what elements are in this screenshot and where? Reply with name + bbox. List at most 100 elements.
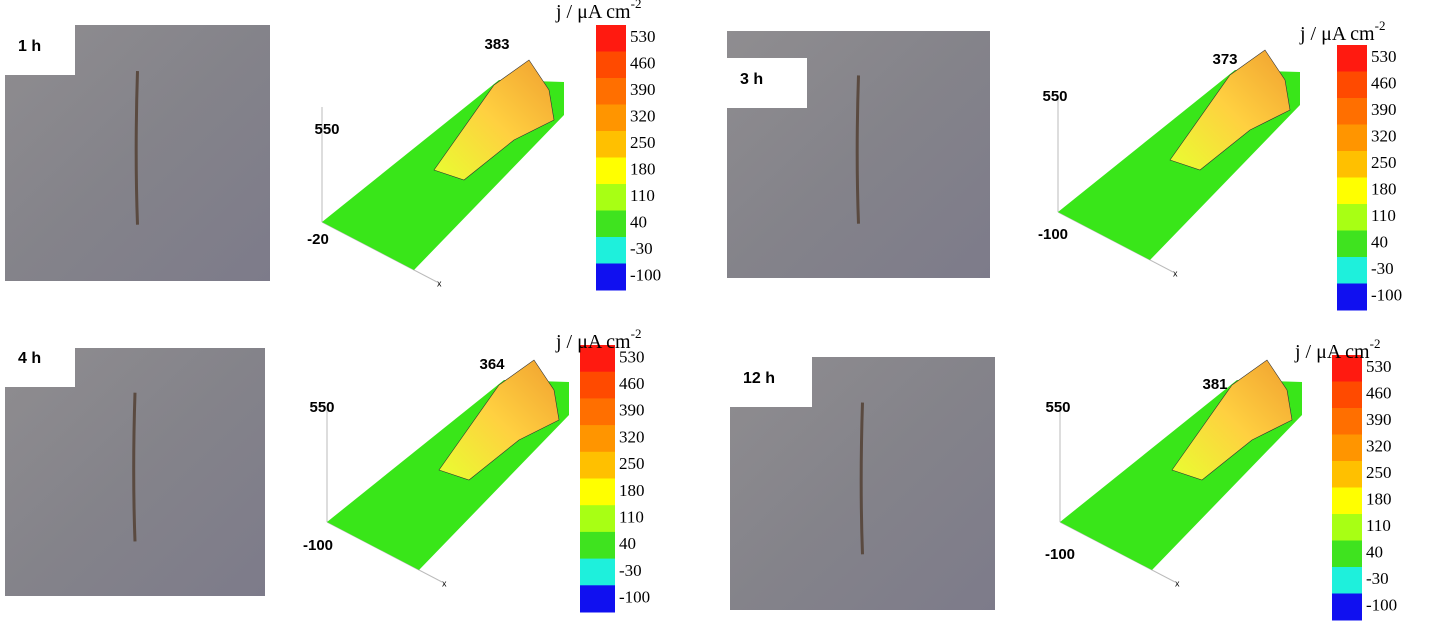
colorbar-tick-label: -100 xyxy=(630,266,661,285)
colorbar-title-exponent: -2 xyxy=(631,326,642,341)
colorbar-tick-label: 320 xyxy=(1366,437,1392,456)
colorbar-tick-label: -30 xyxy=(1371,259,1394,278)
colorbar-segment xyxy=(1337,177,1367,205)
colorbar-segment xyxy=(596,157,626,185)
time-label-box xyxy=(730,357,812,407)
colorbar-segment xyxy=(1337,124,1367,152)
colorbar-tick-label: 320 xyxy=(1371,127,1397,146)
scratch xyxy=(134,71,139,225)
colorbar-segment xyxy=(1332,487,1362,515)
colorbar-segment xyxy=(1332,434,1362,462)
colorbar-tick-label: 180 xyxy=(1371,180,1397,199)
colorbar-tick-label: 40 xyxy=(1366,543,1383,562)
colorbar-tick-label: 390 xyxy=(1366,410,1392,429)
peak-label: 373 xyxy=(1212,51,1237,68)
time-label: 12 h xyxy=(743,370,775,387)
time-label-box xyxy=(5,25,75,75)
axis-bottom-label: -100 xyxy=(303,537,333,554)
colorbar-tick-label: 40 xyxy=(619,534,636,553)
colorbar-segment xyxy=(580,505,615,533)
x-axis-label: x xyxy=(1173,268,1178,278)
colorbar-tick-label: -100 xyxy=(1371,286,1402,305)
colorbar-segment xyxy=(1337,257,1367,284)
colorbar-segment xyxy=(1332,408,1362,435)
colorbar-tick-label: 460 xyxy=(1371,74,1397,93)
colorbar-tick-label: 530 xyxy=(630,27,656,46)
colorbar-segment xyxy=(580,371,615,399)
axis-top-label: 550 xyxy=(1042,88,1067,105)
colorbar-segment xyxy=(1337,230,1367,258)
colorbar-tick-label: 40 xyxy=(630,213,647,232)
colorbar-title-exponent: -2 xyxy=(1370,336,1381,351)
colorbar-segment xyxy=(596,237,626,264)
scratch xyxy=(859,402,864,555)
x-axis-label: x xyxy=(437,278,442,288)
colorbar-title-text: j / μA cm xyxy=(555,331,631,353)
colorbar-title-text: j / μA cm xyxy=(1294,341,1370,363)
colorbar-segment xyxy=(580,451,615,479)
time-label-box xyxy=(5,337,75,387)
colorbar-segment xyxy=(1337,204,1367,231)
colorbar-segment xyxy=(1332,593,1362,621)
colorbar-segment xyxy=(1337,98,1367,125)
colorbar-title: j / μA cm-2 xyxy=(1294,336,1380,363)
colorbar-tick-label: 250 xyxy=(1371,153,1397,172)
colorbar-tick-label: 180 xyxy=(1366,490,1392,509)
colorbar-tick-label: 180 xyxy=(619,481,645,500)
colorbar-title-text: j / μA cm xyxy=(1299,23,1375,45)
colorbar-segment xyxy=(596,78,626,105)
colorbar-segment xyxy=(596,131,626,158)
colorbar-tick-label: 460 xyxy=(630,54,656,73)
surface-peak xyxy=(1169,49,1291,171)
peak-label: 381 xyxy=(1202,376,1227,393)
colorbar-segment xyxy=(596,184,626,211)
colorbar-tick-label: 530 xyxy=(619,347,645,366)
colorbar-tick-label: 460 xyxy=(619,374,645,393)
colorbar-tick-label: -30 xyxy=(630,239,653,258)
peak-label: 364 xyxy=(479,356,505,373)
colorbar-tick-label: 390 xyxy=(619,401,645,420)
axis-bottom-label: -100 xyxy=(1045,546,1075,563)
colorbar-segment xyxy=(596,210,626,238)
colorbar-tick-label: 180 xyxy=(630,160,656,179)
colorbar-segment xyxy=(1332,461,1362,488)
colorbar-segment xyxy=(596,104,626,132)
colorbar-segment xyxy=(580,345,615,373)
colorbar-tick-label: 460 xyxy=(1366,384,1392,403)
x-axis-label: x xyxy=(442,578,447,588)
colorbar-segment xyxy=(1332,540,1362,568)
time-label: 1 h xyxy=(18,38,41,55)
colorbar-tick-label: 110 xyxy=(1366,516,1391,535)
colorbar-segment xyxy=(580,585,615,613)
colorbar-tick-label: 110 xyxy=(1371,206,1396,225)
axis-top-label: 550 xyxy=(314,121,339,138)
colorbar-segment xyxy=(1332,381,1362,409)
colorbar-tick-label: -30 xyxy=(619,561,642,580)
colorbar-title: j / μA cm-2 xyxy=(555,0,641,23)
colorbar-tick-label: 320 xyxy=(619,427,645,446)
colorbar-segment xyxy=(580,398,615,426)
colorbar-tick-label: 40 xyxy=(1371,233,1388,252)
colorbar-segment xyxy=(596,263,626,291)
colorbar-segment xyxy=(1337,151,1367,178)
colorbar-segment xyxy=(580,558,615,586)
colorbar-title-exponent: -2 xyxy=(631,0,642,11)
colorbar-segment xyxy=(1337,71,1367,99)
colorbar-segment xyxy=(580,531,615,560)
axis-top-label: 550 xyxy=(1045,399,1070,416)
axis-bottom-label: -20 xyxy=(307,231,329,248)
colorbar-tick-label: 390 xyxy=(1371,100,1397,119)
x-axis-label: x xyxy=(1175,578,1180,588)
colorbar-tick-label: 250 xyxy=(619,454,645,473)
colorbar-title-exponent: -2 xyxy=(1375,18,1386,33)
colorbar-title: j / μA cm-2 xyxy=(555,326,641,353)
colorbar-segment xyxy=(1332,355,1362,382)
colorbar-tick-label: 530 xyxy=(1371,47,1397,66)
colorbar-segment xyxy=(580,425,615,453)
colorbar-segment xyxy=(1332,567,1362,594)
scratch xyxy=(855,75,860,224)
colorbar-tick-label: 250 xyxy=(630,133,656,152)
colorbar-tick-label: 110 xyxy=(630,186,655,205)
peak-label: 383 xyxy=(484,36,509,53)
